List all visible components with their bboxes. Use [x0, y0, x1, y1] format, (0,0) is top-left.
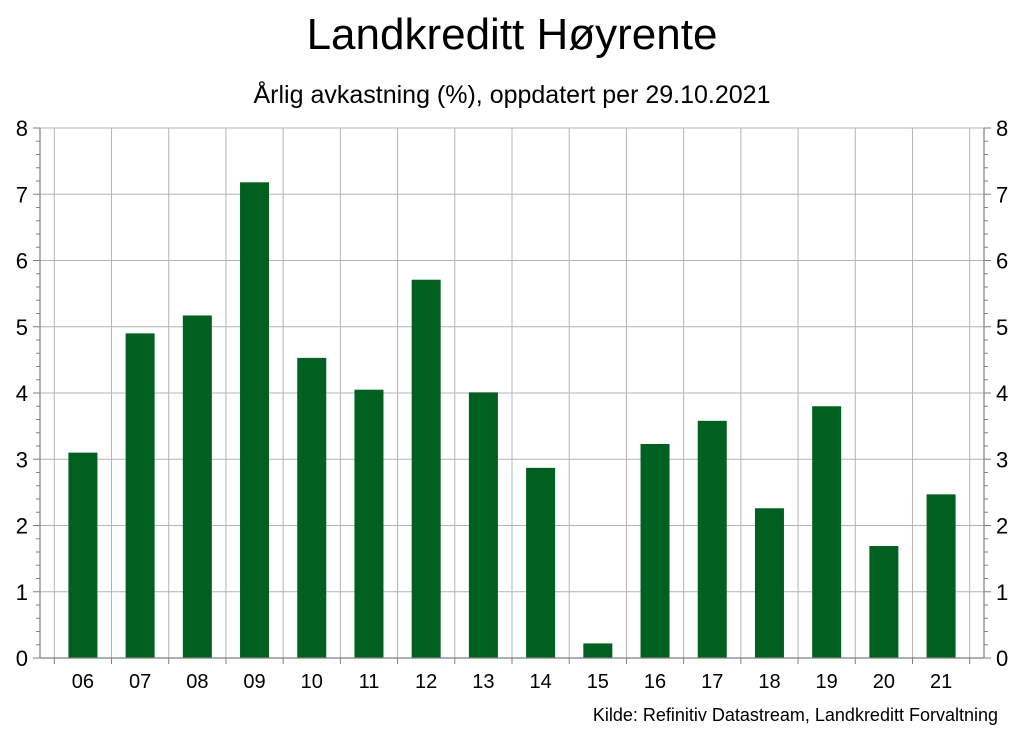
y-tick-label-left: 3 [16, 447, 28, 472]
tick-labels: 0 01 12 23 34 45 56 67 78 806 07 08 09 10 11 12 13 14 15 16… [16, 116, 1009, 693]
bar-16 [640, 444, 670, 658]
bar-06 [68, 452, 98, 658]
x-tick-label-06: 06 [72, 671, 94, 693]
x-tick-label-19: 19 [816, 671, 838, 693]
axes [33, 127, 991, 664]
y-tick-label-left: 5 [16, 315, 28, 340]
bar-14 [526, 467, 556, 658]
y-tick-label-left: 6 [16, 249, 28, 274]
x-tick-label-11: 11 [359, 671, 380, 693]
x-tick-label-16: 16 [644, 671, 666, 693]
x-tick-label-14: 14 [529, 671, 551, 693]
y-tick-label-right: 2 [996, 514, 1008, 539]
y-tick-label-left: 2 [16, 514, 28, 539]
bar-15 [583, 643, 613, 658]
x-tick-label-07: 07 [129, 671, 151, 693]
x-tick-label-10: 10 [301, 671, 323, 693]
x-tick-label-17: 17 [701, 671, 723, 693]
y-tick-label-left: 4 [16, 381, 28, 406]
x-tick-label-18: 18 [758, 671, 780, 693]
chart-source: Kilde: Refinitiv Datastream, Landkreditt… [592, 705, 998, 725]
bar-09 [240, 182, 270, 658]
y-tick-label-left: 7 [16, 182, 28, 207]
x-tick-label-13: 13 [472, 671, 494, 693]
bar-21 [926, 494, 956, 658]
bar-19 [812, 406, 842, 658]
y-tick-label-left: 1 [16, 580, 28, 605]
y-tick-label-right: 6 [996, 249, 1008, 274]
x-tick-label-12: 12 [415, 671, 437, 693]
x-tick-label-09: 09 [243, 671, 265, 693]
y-tick-label-right: 7 [996, 182, 1008, 207]
bar-07 [125, 333, 155, 658]
x-tick-label-08: 08 [186, 671, 208, 693]
y-tick-label-right: 5 [996, 315, 1008, 340]
x-tick-label-15: 15 [587, 671, 609, 693]
bar-11 [354, 389, 384, 658]
y-tick-label-right: 0 [996, 646, 1008, 671]
x-tick-label-21: 21 [930, 671, 952, 693]
y-tick-label-right: 3 [996, 447, 1008, 472]
bar-08 [182, 315, 212, 658]
y-tick-label-right: 4 [996, 381, 1008, 406]
bar-20 [869, 546, 899, 658]
bar-10 [297, 357, 327, 658]
bars [68, 182, 956, 658]
x-tick-label-20: 20 [873, 671, 895, 693]
chart-title: Landkreditt Høyrente [306, 10, 718, 59]
y-tick-label-right: 1 [996, 580, 1008, 605]
bar-12 [411, 279, 441, 658]
y-tick-label-left: 8 [16, 116, 28, 141]
bar-18 [754, 508, 784, 658]
bar-13 [468, 392, 498, 658]
bar-17 [697, 420, 727, 658]
y-tick-label-left: 0 [16, 646, 28, 671]
grid [40, 127, 984, 658]
y-tick-label-right: 8 [996, 116, 1008, 141]
chart-subtitle: Årlig avkastning (%), oppdatert per 29.1… [253, 81, 771, 109]
